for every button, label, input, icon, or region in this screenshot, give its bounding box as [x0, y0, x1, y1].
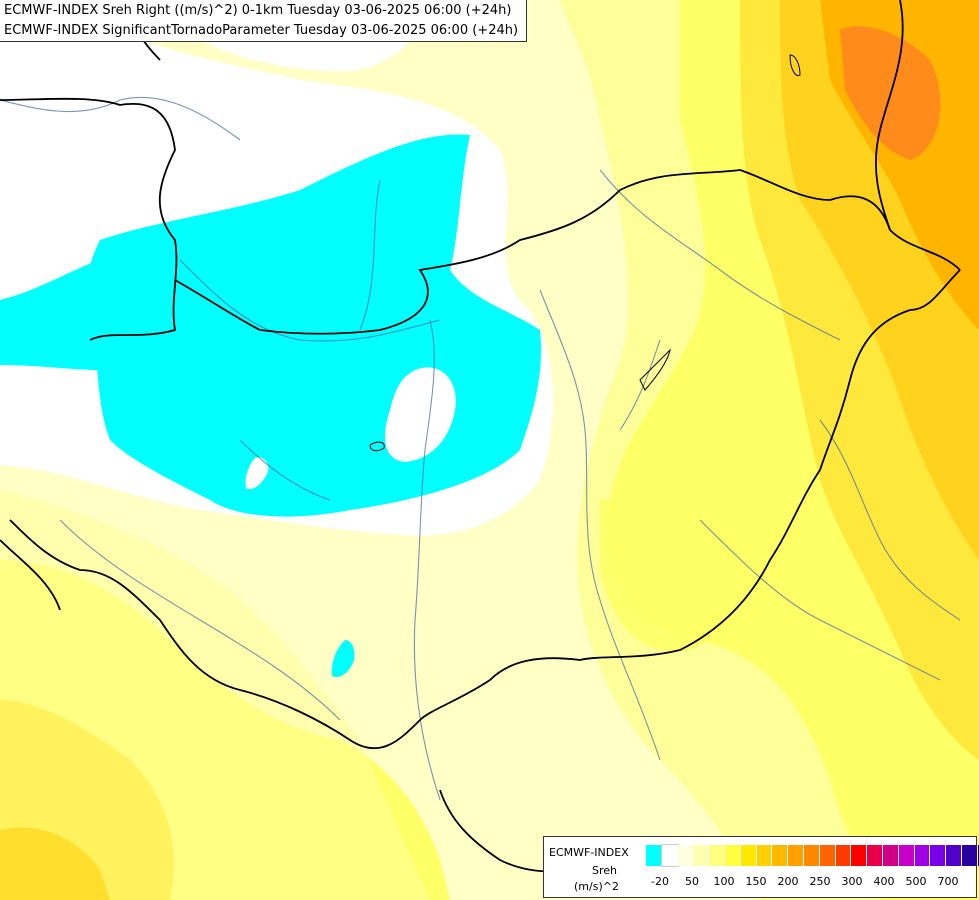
legend-swatch [930, 845, 947, 866]
legend-swatch [898, 845, 915, 866]
legend-swatch [803, 845, 820, 866]
legend-unit: (m/s)^2 [574, 880, 619, 893]
field-cyan-patch-south [331, 640, 355, 678]
lake-outline-north [789, 54, 801, 77]
legend-ticks: -20 50 100 150 200 250 300 400 500 700 [646, 875, 976, 889]
legend-swatch [819, 845, 836, 866]
title-line-1: ECMWF-INDEX Sreh Right ((m/s)^2) 0-1km T… [4, 3, 512, 18]
legend-swatches [646, 844, 979, 867]
color-legend: ECMWF-INDEX Sreh (m/s)^2 -20 50 100 150 200 2… [543, 836, 979, 898]
legend-tick-label: 200 [777, 875, 799, 888]
title-line-2: ECMWF-INDEX SignificantTornadoParameter … [4, 23, 519, 38]
legend-swatch [709, 845, 725, 866]
legend-swatch [851, 845, 868, 866]
legend-swatch [660, 844, 679, 867]
lake-outline [369, 441, 385, 452]
legend-tick-label: 50 [685, 875, 699, 888]
legend-swatch [756, 845, 773, 866]
field-yellow-southeast-patch [600, 496, 762, 652]
legend-swatch [867, 845, 883, 866]
legend-model: ECMWF-INDEX [549, 846, 629, 859]
legend-tick-label: 700 [937, 875, 959, 888]
field-deep-yellow-southwest [0, 700, 174, 900]
field-cyan-west [0, 260, 108, 370]
legend-swatch [677, 845, 694, 866]
legend-swatch [724, 845, 741, 866]
legend-tick-label: -20 [651, 875, 669, 888]
legend-swatch [835, 845, 852, 866]
legend-tick-label: 250 [809, 875, 831, 888]
legend-swatch [882, 845, 899, 866]
legend-tick-label: 300 [841, 875, 863, 888]
legend-tick-label: 100 [713, 875, 735, 888]
legend-swatch [693, 845, 710, 866]
legend-tick-label: 400 [873, 875, 895, 888]
rivers [0, 96, 961, 801]
lake-outline-east [639, 348, 671, 391]
legend-swatch [772, 845, 789, 866]
legend-swatch [961, 845, 978, 866]
legend-tick-label: 150 [745, 875, 767, 888]
legend-tick-label: 500 [905, 875, 927, 888]
field-white-hole [385, 367, 456, 462]
legend-swatch [646, 845, 662, 866]
legend-parameter: Sreh [592, 864, 618, 877]
legend-swatch [788, 845, 804, 866]
legend-swatch [977, 845, 979, 866]
legend-swatch [740, 845, 757, 866]
field-white-hole-small [245, 457, 269, 490]
legend-swatch [914, 845, 931, 866]
map-title-box: ECMWF-INDEX Sreh Right ((m/s)^2) 0-1km T… [0, 0, 527, 42]
legend-swatch [946, 845, 962, 866]
